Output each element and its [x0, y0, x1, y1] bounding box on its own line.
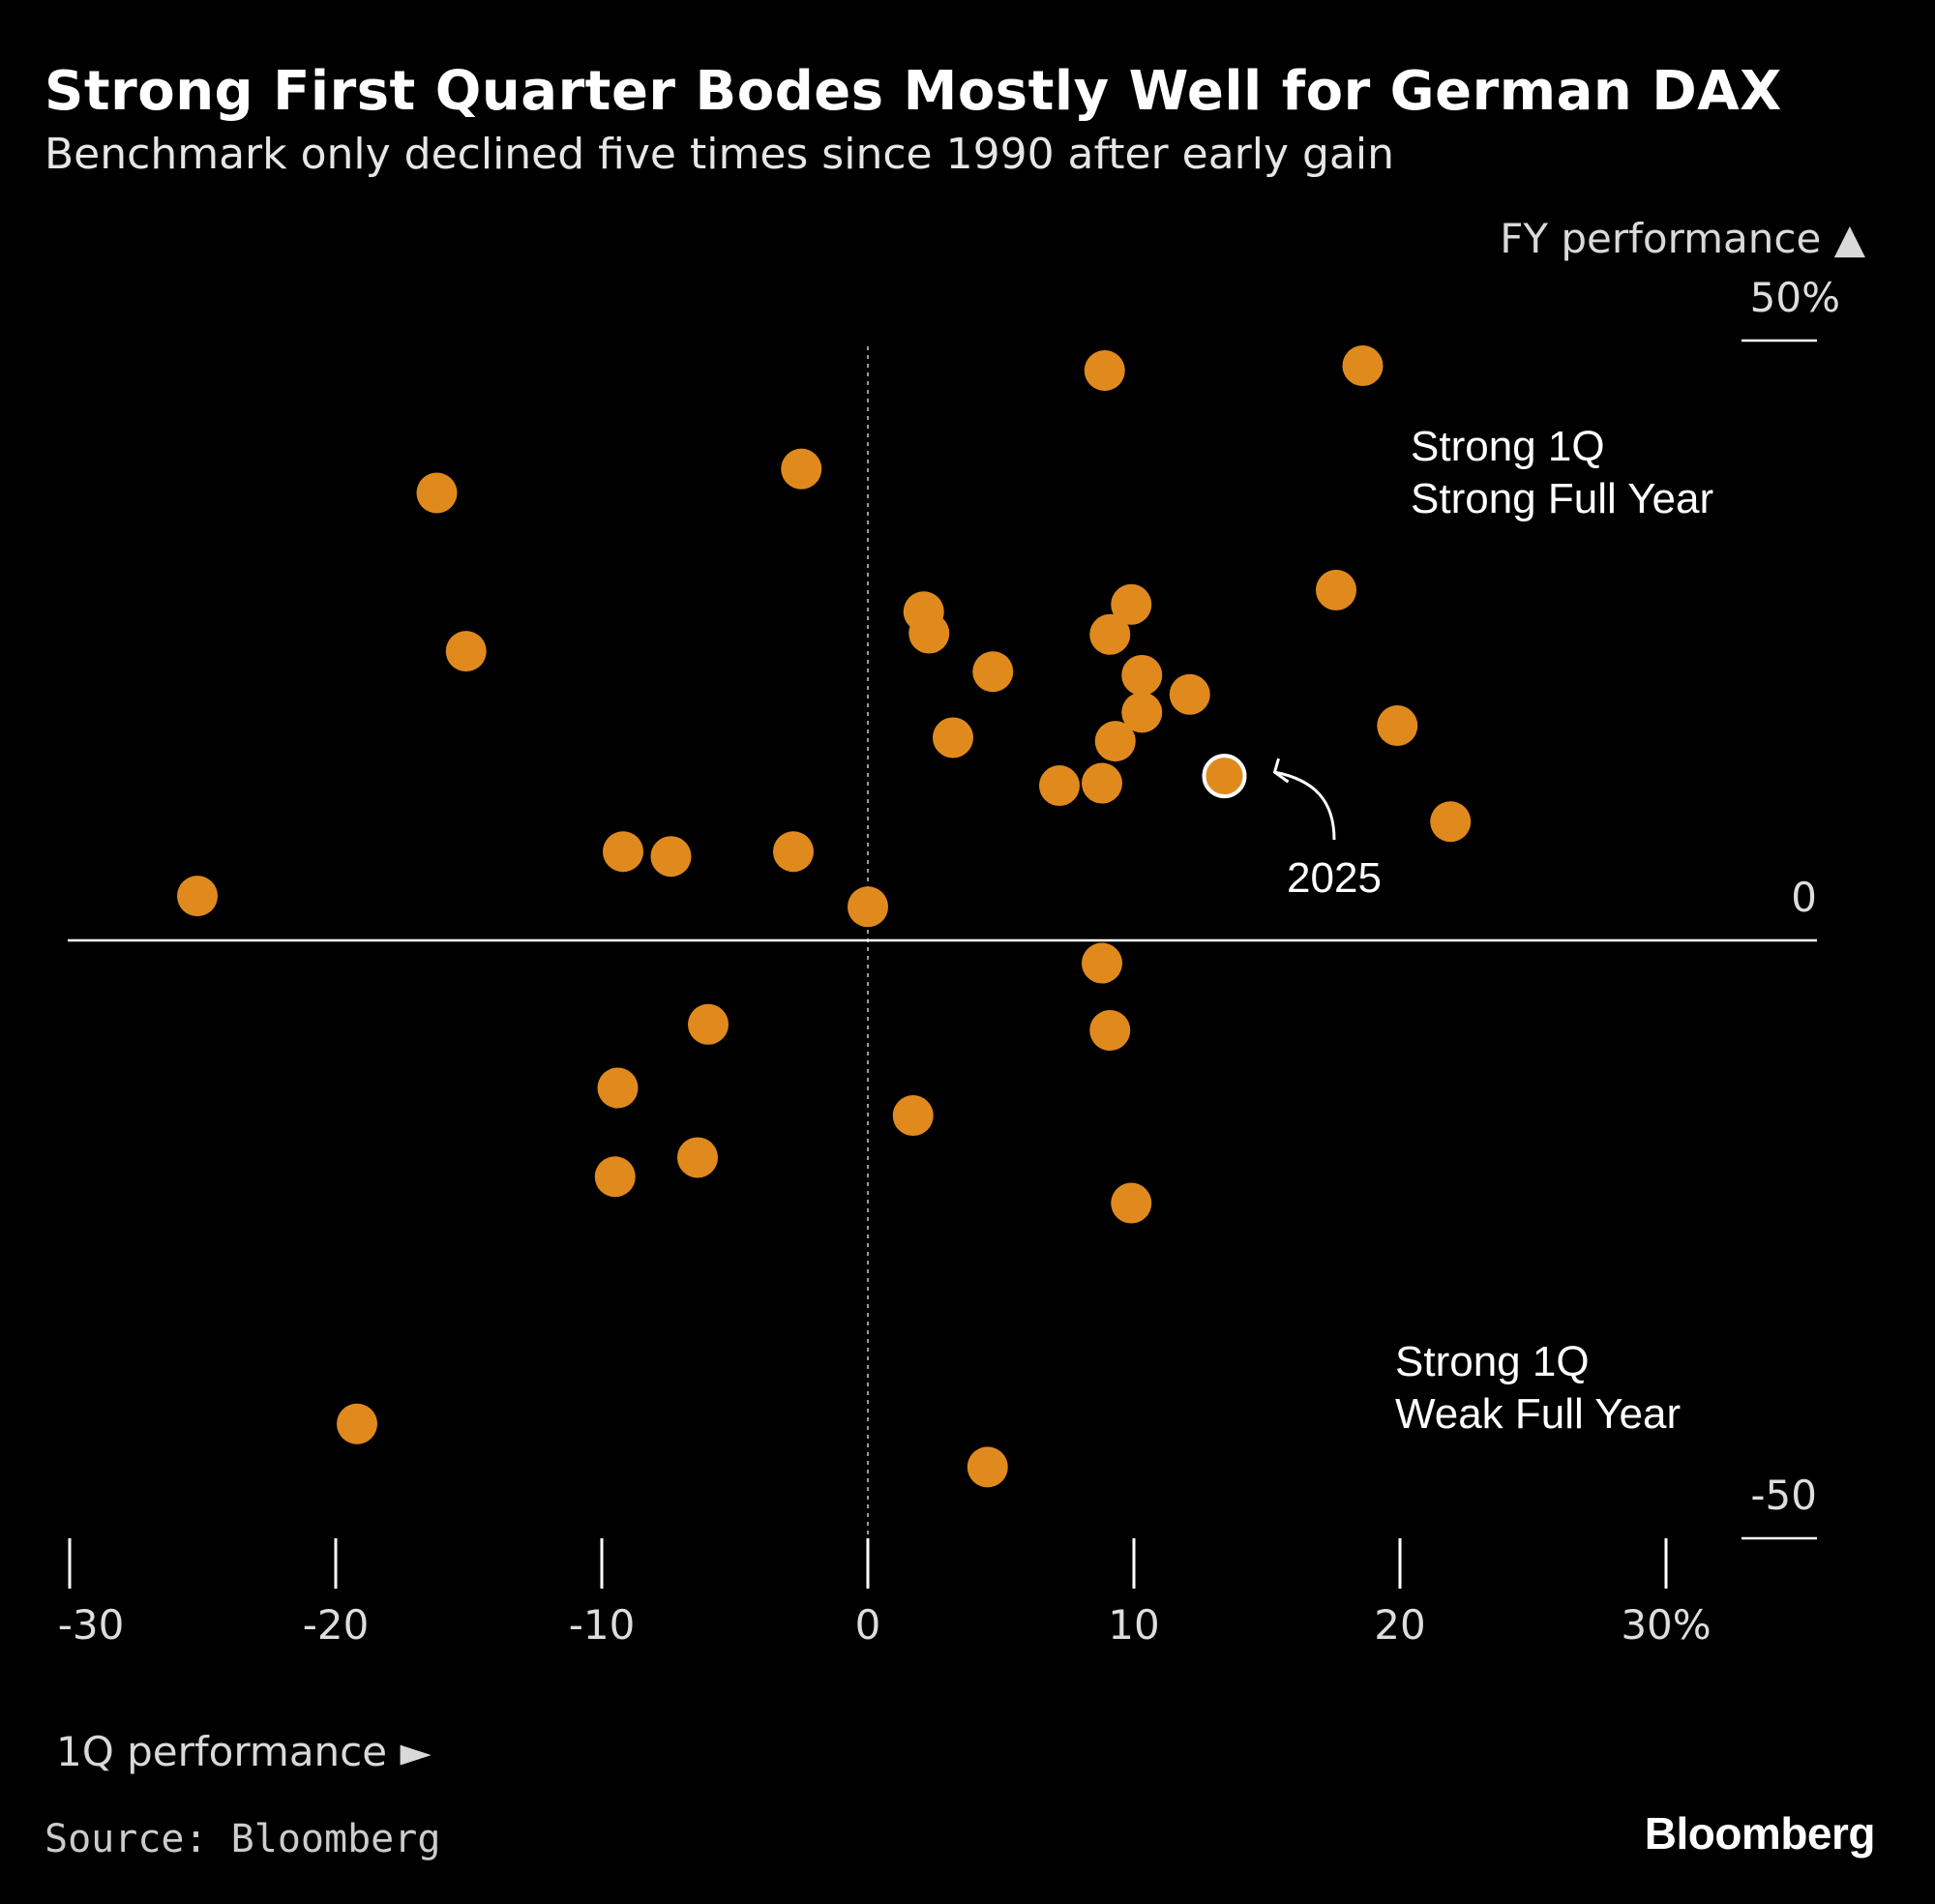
quadrant-label-strong-full-year: Strong Full Year [1411, 475, 1713, 522]
data-point [650, 836, 692, 878]
highlight-label-2025: 2025 [1287, 854, 1382, 902]
x-tick-label: 0 [855, 1601, 881, 1649]
data-point [688, 1003, 729, 1045]
data-point [1121, 692, 1163, 733]
data-point [848, 886, 888, 928]
quadrant-label-strong-1q: Strong 1Q [1411, 423, 1605, 470]
data-point [1342, 345, 1384, 387]
x-tick-label: -20 [303, 1601, 370, 1649]
chart-subtitle: Benchmark only declined five times since… [45, 130, 1395, 179]
y-tick-label-top: 50% [1750, 274, 1840, 321]
data-point [603, 831, 643, 873]
data-point [1094, 721, 1136, 762]
data-point [1377, 705, 1418, 747]
data-point [1089, 613, 1131, 655]
x-axis-ticks: -30 -20 -10 0 10 20 30% [58, 1538, 1712, 1649]
data-point [1111, 583, 1152, 625]
data-point [1082, 762, 1122, 804]
quadrant-label-strong-1q-lower: Strong 1Q [1395, 1338, 1590, 1385]
data-point [1084, 350, 1125, 391]
data-point [177, 876, 218, 917]
data-point [908, 612, 950, 654]
data-point [773, 831, 814, 873]
chart-title: Strong First Quarter Bodes Mostly Well f… [45, 60, 1782, 123]
x-tick-label: 20 [1374, 1601, 1425, 1649]
data-point [892, 1095, 934, 1137]
highlight-arrow [1274, 770, 1336, 841]
x-axis-label: 1Q performance ► [56, 1728, 432, 1775]
x-tick-label: -10 [569, 1601, 636, 1649]
data-point [1169, 673, 1210, 715]
data-point-2025 [1202, 754, 1247, 799]
data-points [177, 345, 1472, 1488]
data-point [416, 472, 458, 514]
data-point [967, 1446, 1008, 1488]
data-point [781, 448, 822, 490]
data-point [337, 1403, 377, 1444]
data-point [1111, 1182, 1152, 1224]
source-note: Source: Bloomberg [45, 1817, 441, 1861]
data-point [1121, 654, 1163, 696]
data-point [445, 631, 487, 672]
y-tick-label-zero: 0 [1791, 874, 1817, 921]
x-tick-label: 30% [1621, 1601, 1711, 1649]
highlight-arrowhead [1272, 758, 1290, 784]
x-tick-label: 10 [1108, 1601, 1159, 1649]
y-tick-label-bottom: -50 [1750, 1472, 1817, 1519]
data-point [1082, 942, 1122, 984]
data-point [677, 1137, 718, 1178]
bloomberg-logo: Bloomberg [1644, 1808, 1876, 1859]
highlight-annotation: 2025 [1272, 758, 1382, 902]
data-point [972, 651, 1014, 693]
data-point [594, 1156, 636, 1198]
quadrant-labels: Strong 1Q Strong Full Year Strong 1Q Wea… [1395, 423, 1713, 1438]
data-point [1316, 569, 1356, 610]
data-point [1089, 1010, 1131, 1051]
x-tick-label: -30 [58, 1601, 125, 1649]
data-point [1430, 801, 1472, 843]
data-point [1039, 765, 1080, 807]
quadrant-label-weak-full-year: Weak Full Year [1395, 1390, 1681, 1438]
data-point [597, 1067, 639, 1109]
data-point [933, 717, 973, 759]
y-axis-label: FY performance ▲ [1500, 215, 1865, 262]
